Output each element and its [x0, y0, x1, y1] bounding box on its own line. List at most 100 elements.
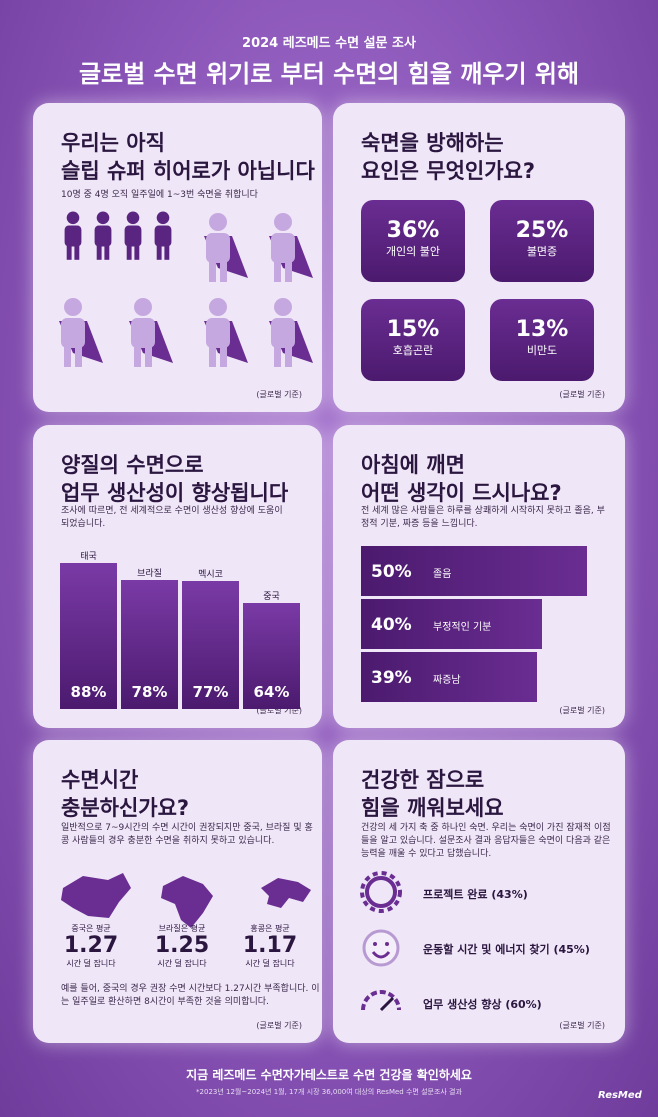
country-maps [61, 873, 311, 928]
title-line: 건강한 잠으로 [361, 768, 485, 792]
value-label: 39% [371, 668, 412, 688]
title-line: 숙면을 방해하는 [361, 131, 504, 155]
value-label: 88% [70, 683, 107, 701]
note: 예를 들어, 중국의 경우 권장 수면 시간보다 1.27시간 부족합니다. 이… [61, 984, 320, 1007]
factor-percent: 36% [386, 218, 440, 243]
footer-footnote: *2023년 12월~2024년 1월, 17개 시장 36,000여 대상의 … [196, 1088, 462, 1096]
note: 일반적으로 7~9시간의 수면 시간이 권장되지만 중국, 브라질 및 홍콩 사… [61, 823, 313, 846]
country-unit: 시간 덜 잡니다 [245, 959, 295, 968]
title-line: 슬립 슈퍼 히어로가 아닙니다 [61, 159, 315, 183]
factor-name: 개인의 불안 [385, 245, 441, 258]
hero-icon [204, 213, 248, 282]
benefit-icons [360, 871, 402, 1012]
benefit-item: 운동할 시간 및 에너지 찾기 (45%) [423, 943, 590, 956]
bar [361, 599, 542, 649]
header-title: 글로벌 수면 위기로 부터 수면의 힘을 깨우기 위해 [78, 60, 580, 88]
bar [60, 562, 117, 709]
title-line: 요인은 무엇인가요? [361, 159, 536, 183]
source: (글로벌 기준) [559, 1021, 605, 1030]
factor-percent: 25% [515, 218, 569, 243]
note: 전 세계 많은 사람들은 하루를 상쾌하게 시작하지 못하고 졸음, 부정적 기… [361, 506, 605, 529]
factor-tile: 15% 호흡곤란 [361, 299, 465, 381]
note: 조사에 따르면, 전 세계적으로 수면이 생산성 향상에 도움이 되었습니다. [61, 506, 283, 529]
source: (글로벌 기준) [559, 390, 605, 399]
country-value: 1.17 [242, 933, 298, 958]
header-subtitle: 2024 레즈메드 수면 설문 조사 [242, 36, 416, 51]
category-label: 중국 [263, 591, 280, 602]
title-line: 우리는 아직 [61, 131, 165, 155]
source: (글로벌 기준) [559, 706, 605, 715]
value-label: 77% [192, 683, 229, 701]
bar [182, 581, 239, 709]
title-line: 충분하신가요? [61, 796, 190, 820]
person-icon [154, 211, 172, 260]
factor-percent: 13% [515, 317, 569, 342]
person-icon [94, 211, 112, 260]
title-line: 어떤 생각이 드시나요? [361, 481, 562, 505]
icon-gauge [361, 990, 401, 1012]
title-line: 힘을 깨워보세요 [361, 796, 504, 820]
country-label: 브라질은 평균 [158, 924, 206, 933]
value-label: 40% [371, 615, 412, 635]
logo: ResMed [598, 1090, 642, 1101]
icon-smile [362, 929, 400, 967]
note: 건강의 세 가지 축 중 하나인 숙면. 우리는 숙면이 가진 잠재적 이점들을… [361, 823, 611, 859]
category-label: 브라질 [137, 568, 162, 579]
map-china [61, 873, 131, 918]
country-unit: 시간 덜 잡니다 [66, 959, 116, 968]
country-value: 1.25 [154, 933, 210, 958]
map-brazil [161, 876, 213, 928]
bar [361, 546, 587, 596]
icon-gear [360, 871, 402, 913]
hero-icon [59, 298, 103, 367]
benefit-item: 업무 생산성 향상 (60%) [423, 998, 542, 1011]
country-unit: 시간 덜 잡니다 [157, 959, 207, 968]
value-label: 78% [131, 683, 168, 701]
factor-percent: 15% [386, 317, 440, 342]
source: (글로벌 기준) [256, 706, 302, 715]
factor-tile: 36% 개인의 불안 [361, 200, 465, 282]
country-stat: 브라질은 평균 1.25 시간 덜 잡니다 [142, 923, 222, 969]
map-hongkong [261, 878, 311, 908]
factor-name: 불면증 [526, 245, 558, 258]
title-line: 업무 생산성이 향상됩니다 [61, 481, 289, 505]
bar [361, 652, 538, 702]
hero-icon [269, 213, 313, 282]
hero-icon [204, 298, 248, 367]
hero-icon [269, 298, 313, 367]
benefit-item: 프로젝트 완료 (43%) [423, 888, 528, 901]
bar [243, 602, 300, 709]
country-stat: 중국은 평균 1.27 시간 덜 잡니다 [51, 923, 131, 969]
category-label: 태국 [80, 551, 97, 562]
source: (글로벌 기준) [256, 1021, 302, 1030]
title-line: 양질의 수면으로 [61, 453, 204, 477]
factor-tile: 13% 비만도 [490, 299, 594, 381]
person-icon [64, 211, 82, 260]
category-label: 졸음 [433, 569, 452, 580]
country-stat: 홍콩은 평균 1.17 시간 덜 잡니다 [230, 923, 310, 969]
value-label: 64% [253, 683, 290, 701]
hero-icon [129, 298, 173, 367]
title-line: 아침에 깨면 [361, 453, 465, 477]
note: 10명 중 4명 오직 일주일에 1~3번 숙면을 취합니다 [61, 190, 258, 200]
country-label: 중국은 평균 [71, 924, 111, 933]
person-icon [124, 211, 142, 260]
title-line: 수면시간 [61, 768, 139, 792]
value-label: 50% [371, 562, 412, 582]
category-label: 멕시코 [198, 570, 223, 581]
category-label: 부정적인 기분 [433, 622, 492, 633]
people-icons [59, 211, 313, 367]
factor-tile: 25% 불면증 [490, 200, 594, 282]
source: (글로벌 기준) [256, 390, 302, 399]
